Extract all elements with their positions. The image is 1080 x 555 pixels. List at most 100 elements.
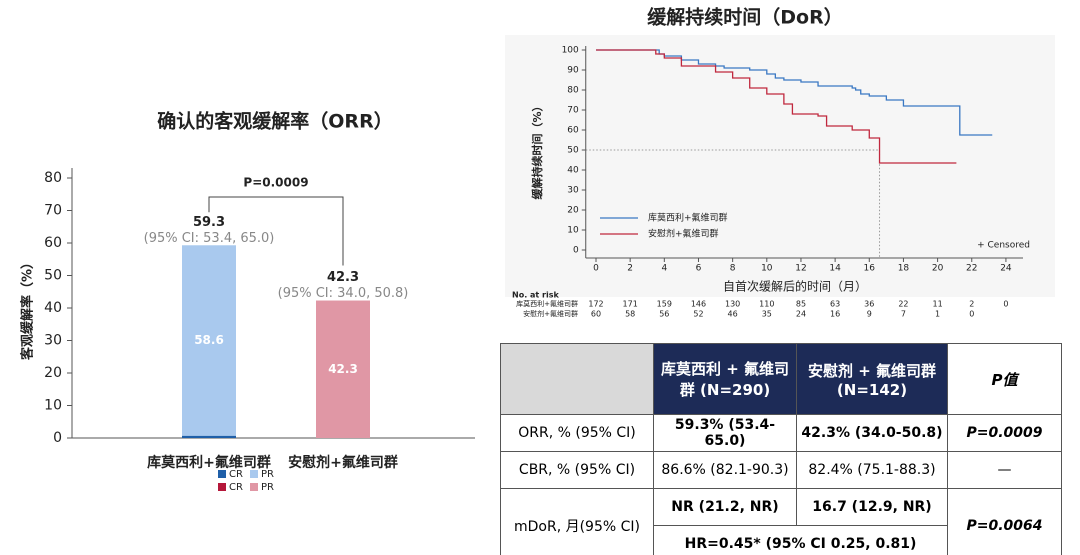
x-tick-label: 22 [966, 264, 977, 274]
at-risk-value: 36 [864, 300, 874, 309]
total-label: 42.3 [327, 270, 359, 285]
bar-segment [182, 435, 236, 438]
km-curve [596, 49, 957, 164]
x-tick-label: 24 [1000, 264, 1012, 274]
ci-label: (95% CI: 53.4, 65.0) [144, 231, 275, 246]
x-tick-label: 4 [661, 264, 667, 274]
legend-label: CR [229, 469, 243, 480]
at-risk-value: 2 [969, 300, 974, 309]
header-cell: 安慰剂 + 氟维司群 (N=142) [796, 343, 948, 415]
cell: 42.3% (34.0-50.8) [796, 414, 948, 452]
at-risk-value: 0 [1003, 300, 1008, 309]
y-tick-label: 10 [567, 226, 579, 236]
p-value: P=0.0009 [243, 176, 308, 190]
legend-label: CR [229, 482, 243, 493]
x-tick-label: 6 [696, 264, 702, 274]
cell: P=0.0009 [947, 414, 1062, 452]
y-tick-label: 80 [567, 86, 579, 96]
at-risk-value: 56 [659, 310, 669, 319]
legend-swatch [250, 483, 258, 491]
at-risk-value: 9 [867, 310, 872, 319]
x-tick-label: 8 [730, 264, 736, 274]
y-tick-label: 60 [567, 126, 579, 136]
y-tick-label: 20 [44, 365, 62, 381]
segment-label: 58.6 [194, 333, 224, 347]
y-tick-label: 40 [44, 300, 62, 316]
at-risk-value: 7 [901, 310, 906, 319]
chart-title: 确认的客观缓解率（ORR） [157, 110, 392, 133]
ci-label: (95% CI: 34.0, 50.8) [278, 286, 409, 301]
at-risk-value: 52 [693, 310, 703, 319]
at-risk-value: 85 [796, 300, 806, 309]
chart-title: 缓解持续时间（DoR） [647, 6, 842, 29]
y-tick-label: 40 [567, 166, 579, 176]
at-risk-title: No. at risk [512, 291, 559, 300]
p-bracket [208, 196, 344, 266]
at-risk-value: 24 [796, 310, 806, 319]
at-risk-value: 171 [623, 300, 638, 309]
cell: — [947, 451, 1062, 489]
y-tick-label: 30 [44, 333, 62, 349]
y-tick-label: 90 [567, 66, 579, 76]
x-tick-label: 18 [898, 264, 910, 274]
cell: 59.3% (53.4-65.0) [653, 414, 797, 452]
y-axis-label: 客观缓解率（%） [20, 256, 36, 360]
at-risk-value: 35 [762, 310, 772, 319]
at-risk-value: 60 [591, 310, 601, 319]
at-risk-value: 1 [935, 310, 940, 319]
at-risk-value: 58 [625, 310, 635, 319]
at-risk-value: 11 [933, 300, 943, 309]
legend-label: PR [261, 469, 274, 480]
y-tick-label: 70 [567, 106, 579, 116]
at-risk-value: 130 [725, 300, 740, 309]
y-tick-label: 0 [53, 430, 62, 446]
legend-label: 库莫西利+氟维司群 [648, 212, 728, 224]
header-cell: 库莫西利 + 氟维司群 (N=290) [653, 343, 797, 415]
at-risk-value: 159 [657, 300, 672, 309]
header-cell: P值 [947, 343, 1062, 415]
y-tick-label: 20 [567, 206, 579, 216]
hr-cell: HR=0.45* (95% CI 0.25, 0.81) [653, 525, 948, 555]
summary-table: 库莫西利 + 氟维司群 (N=290) 安慰剂 + 氟维司群 (N=142) P… [500, 343, 1062, 555]
x-tick-label: 10 [761, 264, 773, 274]
y-tick-label: 30 [567, 186, 579, 196]
km-curve [596, 49, 993, 136]
at-risk-name: 安慰剂+氟维司群 [523, 309, 578, 318]
legend-label: 安慰剂+氟维司群 [648, 228, 719, 240]
y-tick-label: 80 [44, 170, 62, 186]
legend-swatch [218, 470, 226, 478]
x-tick-label: 安慰剂+氟维司群 [288, 454, 398, 471]
x-tick-label: 16 [864, 264, 876, 274]
cell: NR (21.2, NR) [653, 488, 797, 526]
y-tick-label: 60 [44, 235, 62, 251]
x-tick-label: 20 [932, 264, 944, 274]
censored-note: + Censored [977, 241, 1030, 251]
cell: P=0.0064 [947, 488, 1062, 555]
cell: 16.7 (12.9, NR) [796, 488, 948, 526]
legend-label: PR [261, 482, 274, 493]
row-label: ORR, % (95% CI) [500, 414, 654, 452]
y-tick-label: 50 [567, 146, 579, 156]
x-tick-label: 0 [593, 264, 599, 274]
legend-swatch [218, 483, 226, 491]
y-tick-label: 100 [562, 46, 579, 56]
y-tick-label: 0 [573, 246, 579, 256]
at-risk-name: 库莫西利+氟维司群 [516, 299, 578, 308]
x-tick-label: 2 [627, 264, 633, 274]
y-tick-label: 10 [44, 398, 62, 414]
x-tick-label: 14 [829, 264, 841, 274]
at-risk-value: 63 [830, 300, 840, 309]
x-tick-label: 12 [795, 264, 806, 274]
header-blank [500, 343, 654, 415]
bar-segment [316, 300, 370, 438]
at-risk-value: 16 [830, 310, 840, 319]
segment-label: 42.3 [328, 362, 358, 376]
at-risk-value: 46 [728, 310, 738, 319]
at-risk-value: 22 [898, 300, 908, 309]
cell: 86.6% (82.1-90.3) [653, 451, 797, 489]
at-risk-value: 110 [759, 300, 774, 309]
y-tick-label: 50 [44, 268, 62, 284]
row-label: CBR, % (95% CI) [500, 451, 654, 489]
x-tick-label: 库莫西利+氟维司群 [147, 454, 271, 471]
